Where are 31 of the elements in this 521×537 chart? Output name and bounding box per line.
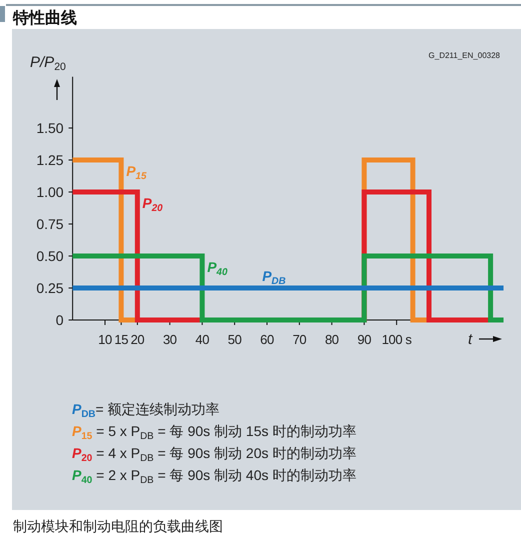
x-tick-label: 30: [162, 332, 177, 347]
y-tick-label: 0.25: [36, 280, 64, 296]
y-tick-label: 0.75: [36, 216, 64, 232]
text: G_D211_EN_00328: [428, 51, 501, 60]
y-tick-label: 0.50: [36, 248, 64, 264]
x-tick-label: 80: [324, 332, 339, 347]
y-axis-title: P/P$_{20}$: [30, 54, 66, 74]
series-label: P$_{DB}$: [262, 268, 286, 287]
series-label: P$_{40}$: [207, 259, 228, 278]
x-tick-label: 10: [98, 332, 112, 347]
x-tick-label: 40: [195, 332, 210, 347]
x-tick-label: 20: [130, 332, 144, 347]
x-axis-title: t: [468, 331, 473, 348]
text: P$_{20}$ = 4 x P$_{DB}$ = 每 90s 制动 20s 时的制动功率: [72, 445, 356, 464]
series-label: P$_{20}$: [142, 195, 164, 214]
text: 制动模块和制动电阻的负载曲线图: [13, 518, 223, 534]
x-tick-label: 60: [260, 332, 274, 347]
y-tick-label: 1.50: [36, 120, 64, 136]
text: P$_{15}$ = 5 x P$_{DB}$ = 每 90s 制动 15s 时的制动功率: [72, 423, 356, 442]
y-tick-label: 1.00: [36, 184, 64, 200]
x-tick-label: 70: [292, 332, 306, 347]
text: P$_{DB}$= 额定连续制动功率: [72, 401, 220, 420]
text: P$_{40}$ = 2 x P$_{DB}$ = 每 90s 制动 40s 时的制动功率: [72, 467, 356, 486]
y-tick-label: 0: [56, 312, 64, 328]
chart-title: 特性曲线: [12, 9, 77, 27]
x-tick-label: 50: [228, 332, 242, 347]
x-tick-label: 90: [357, 332, 372, 347]
x-tick-label: 100 s: [382, 332, 412, 347]
y-tick-label: 1.25: [36, 152, 64, 168]
series-label: P$_{15}$: [126, 163, 147, 182]
x-tick-label: 15: [114, 332, 128, 347]
